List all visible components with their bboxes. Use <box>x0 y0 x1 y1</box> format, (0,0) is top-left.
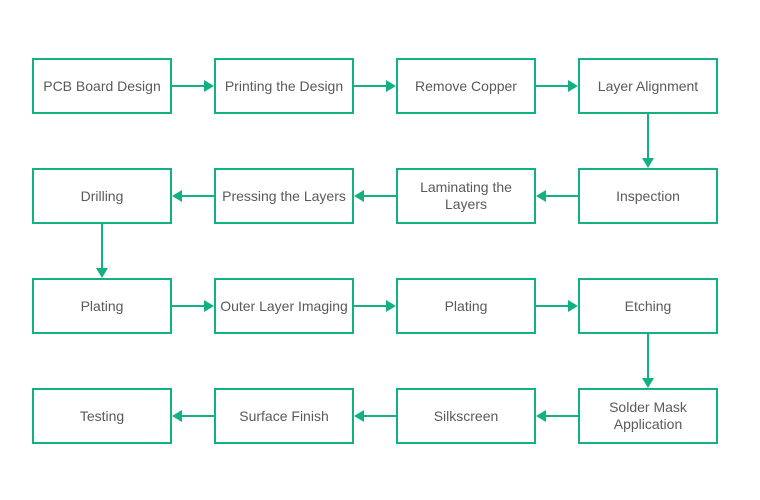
flow-arrow <box>642 114 654 168</box>
node-label: Surface Finish <box>239 408 328 425</box>
node-label: Layer Alignment <box>598 78 698 95</box>
flowchart-node: Drilling <box>32 168 172 224</box>
flowchart-node: PCB Board Design <box>32 58 172 114</box>
flowchart-node: Laminating the Layers <box>396 168 536 224</box>
flowchart-node: Silkscreen <box>396 388 536 444</box>
node-label: Testing <box>80 408 124 425</box>
node-label: Inspection <box>616 188 680 205</box>
flowchart-node: Inspection <box>578 168 718 224</box>
flowchart-node: Outer Layer Imaging <box>214 278 354 334</box>
flow-arrow <box>172 80 214 92</box>
node-label: Printing the Design <box>225 78 343 95</box>
flowchart-node: Remove Copper <box>396 58 536 114</box>
flow-arrow <box>536 410 578 422</box>
flowchart-node: Etching <box>578 278 718 334</box>
flowchart-node: Layer Alignment <box>578 58 718 114</box>
flow-arrow <box>354 410 396 422</box>
flowchart-node: Plating <box>32 278 172 334</box>
node-label: Outer Layer Imaging <box>220 298 348 315</box>
flow-arrow <box>96 224 108 278</box>
flow-arrow <box>642 334 654 388</box>
flowchart-node: Printing the Design <box>214 58 354 114</box>
flow-arrow <box>172 410 214 422</box>
flow-arrow <box>536 300 578 312</box>
flow-arrow <box>172 300 214 312</box>
flowchart-node: Testing <box>32 388 172 444</box>
node-label: PCB Board Design <box>43 78 161 95</box>
flow-arrow <box>536 80 578 92</box>
flow-arrow <box>354 190 396 202</box>
flowchart-node: Plating <box>396 278 536 334</box>
flowchart-node: Solder Mask Application <box>578 388 718 444</box>
flow-arrow <box>354 300 396 312</box>
node-label: Laminating the Layers <box>402 179 530 213</box>
flow-arrow <box>172 190 214 202</box>
flow-arrow <box>536 190 578 202</box>
node-label: Plating <box>81 298 124 315</box>
flowchart-node: Pressing the Layers <box>214 168 354 224</box>
node-label: Remove Copper <box>415 78 517 95</box>
node-label: Silkscreen <box>434 408 499 425</box>
node-label: Pressing the Layers <box>222 188 346 205</box>
flow-arrow <box>354 80 396 92</box>
node-label: Drilling <box>81 188 124 205</box>
flowchart-node: Surface Finish <box>214 388 354 444</box>
node-label: Plating <box>445 298 488 315</box>
node-label: Solder Mask Application <box>584 399 712 433</box>
node-label: Etching <box>625 298 672 315</box>
